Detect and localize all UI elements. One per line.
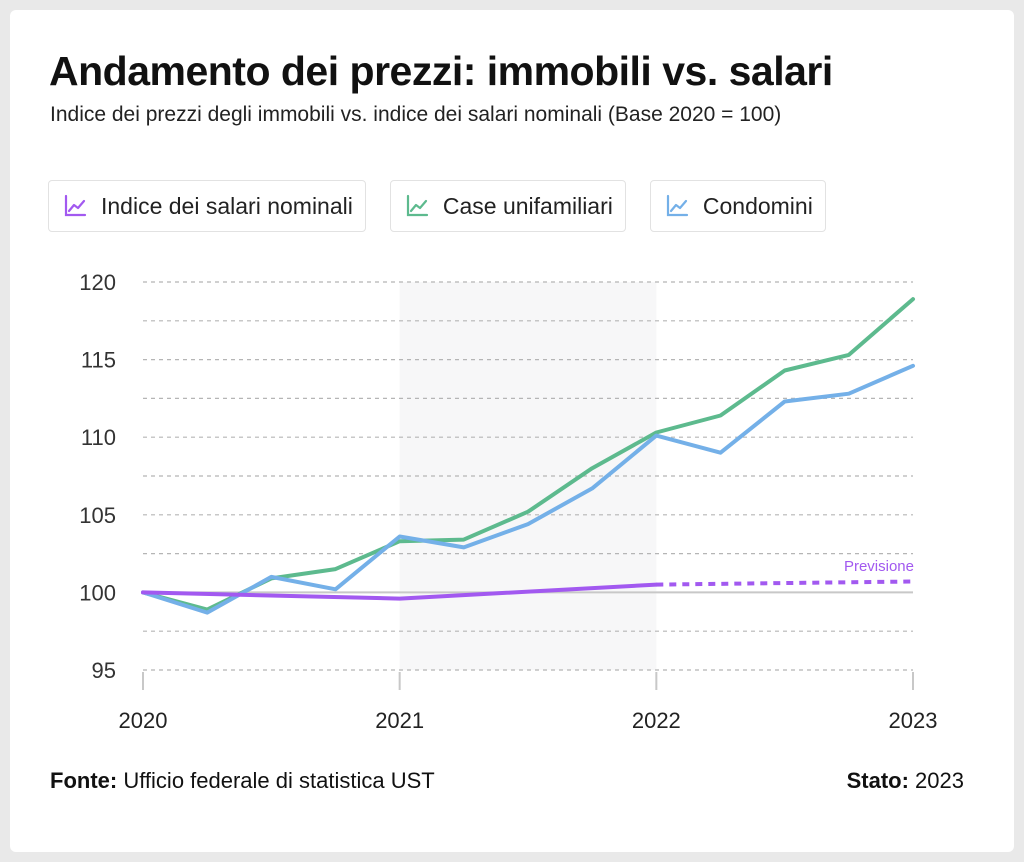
status-text: 2023 (915, 768, 964, 793)
chart-legend: Indice dei salari nominali Case unifamil… (48, 180, 826, 232)
legend-label: Case unifamiliari (442, 192, 613, 219)
status-label: Stato: (846, 768, 909, 793)
legend-item-salari[interactable]: Indice dei salari nominali (48, 180, 366, 232)
chart-subtitle: Indice dei prezzi degli immobili vs. ind… (50, 103, 782, 126)
legend-item-condomini[interactable]: Condomini (649, 180, 826, 232)
y-tick-label: 110 (81, 425, 116, 450)
y-tick-label: 95 (92, 658, 116, 683)
y-tick-label: 105 (79, 503, 116, 528)
x-tick-label: 2022 (632, 708, 681, 733)
series-forecast-line (656, 579, 914, 587)
legend-label: Indice dei salari nominali (101, 192, 353, 219)
line-chart-icon (666, 194, 688, 217)
legend-item-case[interactable]: Case unifamiliari (389, 180, 626, 232)
footer-status: Stato: 2023 (847, 768, 964, 794)
x-tick-label: 2021 (375, 708, 424, 733)
forecast-annotation: Previsione (844, 558, 914, 575)
y-tick-label: 115 (81, 348, 116, 373)
line-chart-icon (64, 194, 87, 217)
chart-title: Andamento dei prezzi: immobili vs. salar… (49, 48, 833, 94)
line-chart-icon (406, 194, 428, 217)
source-text: Ufficio federale di statistica UST (123, 768, 435, 793)
series-line-1 (141, 363, 915, 615)
legend-label: Condomini (702, 192, 813, 219)
x-tick-label: 2020 (119, 708, 168, 733)
y-tick-label: 120 (79, 270, 116, 295)
series-line-2 (141, 582, 659, 601)
x-tick-label: 2023 (889, 708, 938, 733)
footer-source: Fonte: Ufficio federale di statistica US… (50, 768, 435, 794)
y-tick-label: 100 (79, 580, 116, 605)
source-label: Fonte: (50, 768, 118, 793)
